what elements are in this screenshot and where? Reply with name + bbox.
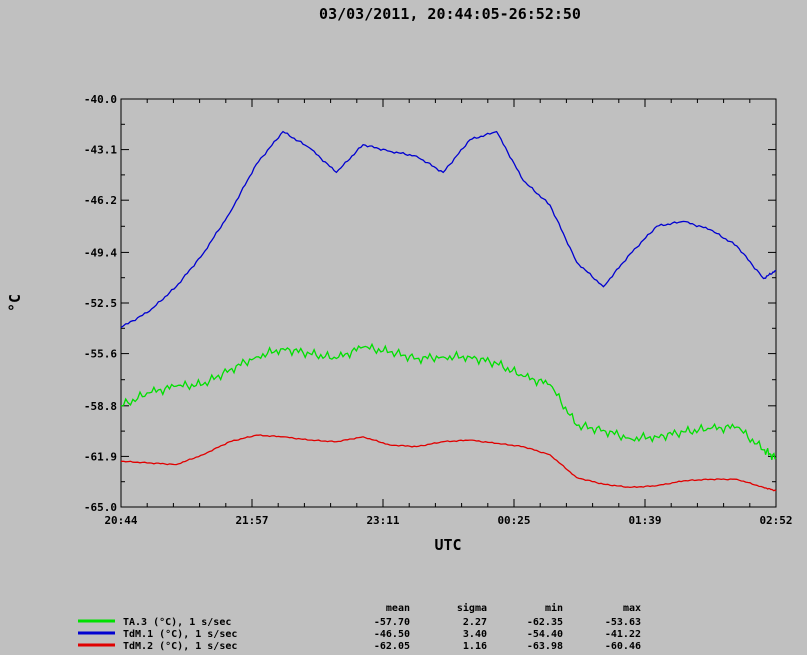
stats-table: mean sigma min max TA.3 (°C), 1 s/sec -57.70 2… bbox=[78, 602, 641, 652]
y-tick-0-label: -40.0 bbox=[84, 93, 117, 106]
plot-frame bbox=[120, 98, 777, 508]
x-tick-1-label: 21:57 bbox=[235, 514, 268, 527]
stats-cell-1-2: -54.40 bbox=[527, 629, 563, 640]
series-line-0 bbox=[120, 342, 777, 461]
x-tick-3-label: 00:25 bbox=[497, 514, 530, 527]
stats-header-min: min bbox=[545, 602, 563, 614]
x-tick-2-label: 23:11 bbox=[366, 514, 399, 527]
stats-header-sigma: sigma bbox=[457, 602, 487, 614]
chart-title: 03/03/2011, 20:44:05-26:52:50 bbox=[319, 5, 581, 23]
stats-cell-0-0: -57.70 bbox=[374, 617, 410, 628]
y-tick-3-label: -49.4 bbox=[84, 246, 117, 259]
y-tick-2-label: -46.2 bbox=[84, 194, 117, 207]
legend-label-2: TdM.2 (°C), 1 s/sec bbox=[123, 641, 237, 652]
y-tick-8-label: -65.0 bbox=[84, 501, 117, 514]
x-tick-4-label: 01:39 bbox=[628, 514, 661, 527]
series-line-2 bbox=[121, 434, 777, 492]
x-axis: 20:44 21:57 23:11 00:25 01:39 02:52 bbox=[104, 99, 793, 527]
stats-header-mean: mean bbox=[386, 603, 410, 614]
y-tick-7-label: -61.9 bbox=[84, 450, 117, 463]
y-tick-5-label: -55.6 bbox=[84, 348, 117, 361]
stats-cell-2-1: 1.16 bbox=[463, 641, 487, 652]
stats-cell-1-1: 3.40 bbox=[463, 629, 487, 640]
y-axis: -40.0 -43.1 -46.2 -49.4 -52.5 -55.6 -58.8 -61.9… bbox=[84, 93, 776, 514]
stats-cell-1-3: -41.22 bbox=[605, 629, 641, 640]
x-tick-5-label: 02:52 bbox=[759, 514, 792, 527]
stats-cell-2-2: -63.98 bbox=[527, 641, 563, 652]
stats-cell-0-3: -53.63 bbox=[605, 617, 641, 628]
plot-area: -40.0 -43.1 -46.2 -49.4 -52.5 -55.6 -58.8 -61.9… bbox=[84, 93, 793, 527]
y-tick-6-label: -58.8 bbox=[84, 400, 117, 413]
stats-cell-2-3: -60.46 bbox=[605, 641, 641, 652]
stats-header-max: max bbox=[623, 603, 641, 614]
y-tick-1-label: -43.1 bbox=[84, 144, 117, 157]
stats-cell-2-0: -62.05 bbox=[374, 641, 410, 652]
stats-cell-1-0: -46.50 bbox=[374, 629, 410, 640]
x-tick-0-label: 20:44 bbox=[104, 514, 137, 527]
x-axis-title: UTC bbox=[434, 536, 461, 554]
legend-label-0: TA.3 (°C), 1 s/sec bbox=[123, 617, 231, 628]
legend-label-1: TdM.1 (°C), 1 s/sec bbox=[123, 629, 237, 640]
series-layer bbox=[120, 130, 777, 492]
y-axis-title: °C bbox=[6, 294, 24, 312]
y-tick-4-label: -52.5 bbox=[84, 297, 117, 310]
stats-cell-0-1: 2.27 bbox=[463, 617, 487, 628]
stats-cell-0-2: -62.35 bbox=[527, 617, 563, 628]
series-line-1 bbox=[120, 130, 777, 329]
